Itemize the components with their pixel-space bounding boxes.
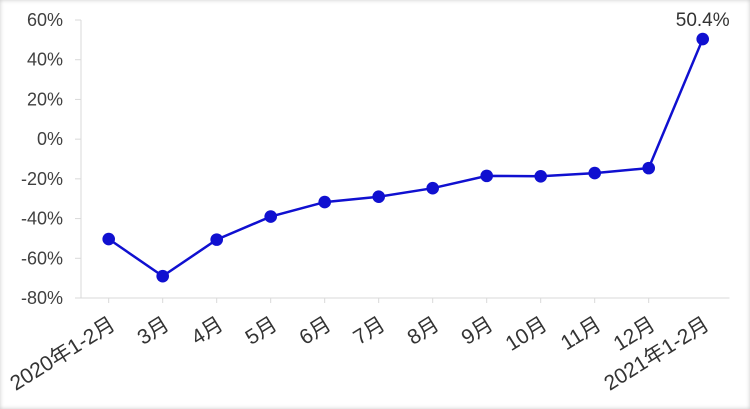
- svg-text:20%: 20%: [27, 89, 63, 109]
- svg-text:-20%: -20%: [21, 169, 63, 189]
- svg-text:5月: 5月: [241, 313, 281, 350]
- svg-text:9月: 9月: [457, 313, 497, 350]
- svg-text:60%: 60%: [27, 10, 63, 30]
- svg-text:50.4%: 50.4%: [676, 10, 730, 31]
- svg-text:7月: 7月: [349, 313, 389, 350]
- svg-text:10月: 10月: [502, 313, 552, 356]
- svg-text:4月: 4月: [187, 313, 227, 350]
- svg-text:11月: 11月: [557, 313, 605, 355]
- svg-text:8月: 8月: [403, 313, 443, 350]
- svg-text:2020年1-2月: 2020年1-2月: [6, 313, 119, 396]
- svg-text:-80%: -80%: [21, 288, 63, 308]
- svg-text:2021年1-2月: 2021年1-2月: [600, 313, 713, 396]
- svg-text:6月: 6月: [295, 313, 335, 350]
- svg-text:3月: 3月: [133, 313, 173, 350]
- svg-text:0%: 0%: [37, 129, 63, 149]
- svg-text:-40%: -40%: [21, 209, 63, 229]
- svg-text:-60%: -60%: [21, 248, 63, 268]
- svg-text:40%: 40%: [27, 50, 63, 70]
